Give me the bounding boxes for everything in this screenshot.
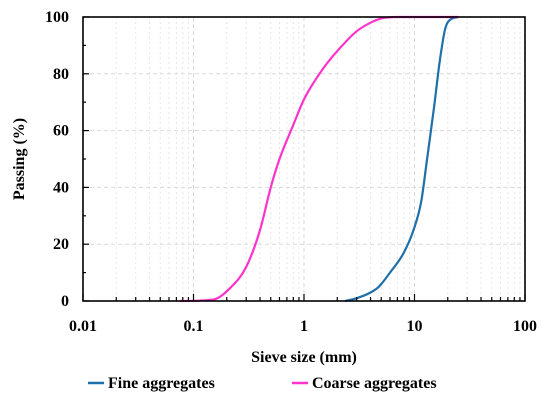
- grid: [82, 16, 526, 302]
- series-line-coarse-aggregates: [179, 15, 459, 303]
- y-tick-label: 100: [45, 9, 69, 26]
- y-tick-label: 80: [53, 66, 69, 83]
- x-tick-label: 100: [513, 318, 537, 335]
- series-line-fine-aggregates: [344, 15, 459, 303]
- y-tick-label: 60: [53, 123, 69, 140]
- axis-ticks: [82, 16, 526, 302]
- x-axis-title: Sieve size (mm): [251, 349, 357, 366]
- legend: Fine aggregates Coarse aggregates: [88, 375, 437, 392]
- x-tick-labels: 0.01 0.1 1 10 100: [69, 318, 537, 335]
- series-lines: [179, 15, 459, 303]
- x-tick-label: 10: [407, 318, 423, 335]
- legend-label: Fine aggregates: [108, 375, 215, 392]
- y-tick-label: 40: [53, 179, 69, 196]
- x-tick-label: 1: [300, 318, 308, 335]
- y-tick-labels: 0 20 40 60 80 100: [45, 9, 69, 310]
- x-tick-label: 0.01: [69, 318, 97, 335]
- legend-item-fine-aggregates: Fine aggregates: [88, 375, 215, 392]
- y-tick-label: 20: [53, 236, 69, 253]
- legend-label: Coarse aggregates: [312, 375, 437, 392]
- y-axis-title: Passing (%): [11, 118, 28, 200]
- legend-item-coarse-aggregates: Coarse aggregates: [292, 375, 437, 392]
- y-tick-label: 0: [61, 293, 69, 310]
- x-tick-label: 0.1: [184, 318, 204, 335]
